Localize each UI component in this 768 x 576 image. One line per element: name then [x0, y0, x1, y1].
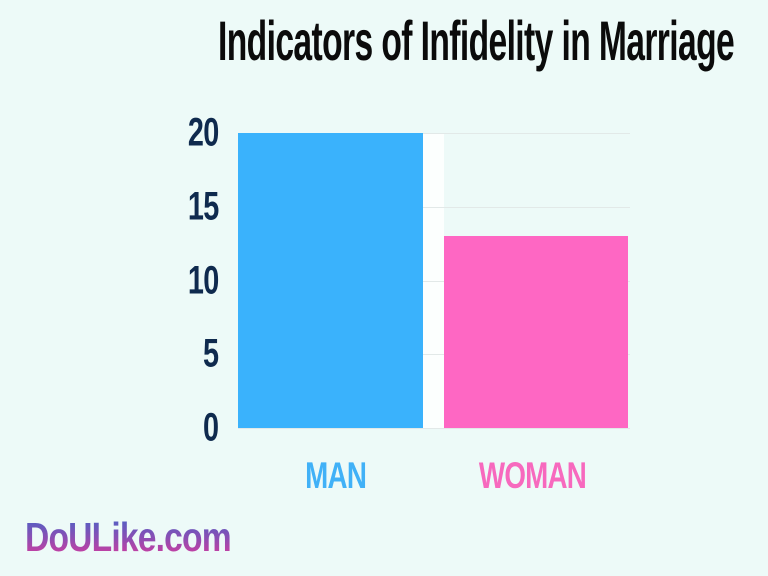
gridline-20 — [238, 133, 630, 134]
bar-woman — [444, 236, 628, 428]
x-axis: MAN WOMAN — [238, 455, 630, 497]
gridline-15 — [238, 206, 630, 208]
x-label-man: MAN — [305, 455, 368, 496]
gridline-10 — [238, 280, 630, 282]
y-axis: 20 15 10 5 0 — [0, 111, 219, 450]
x-label-woman: WOMAN — [478, 455, 586, 496]
y-axis-tick-label: 15 — [187, 184, 218, 229]
gridline-5 — [238, 354, 630, 356]
chart-title: Indicators of Infidelity in Marriage — [46, 8, 768, 73]
bar-man — [238, 133, 423, 428]
gridline-0 — [238, 428, 630, 429]
chart-title-text: Indicators of Infidelity in Marriage — [218, 9, 735, 72]
plot-area — [238, 133, 630, 429]
brand-logo: DoULike.com — [25, 514, 232, 560]
y-axis-tick-label: 20 — [187, 110, 218, 155]
y-axis-tick-label: 5 — [202, 331, 219, 376]
y-axis-tick-label: 10 — [187, 258, 218, 302]
y-axis-tick-label: 0 — [202, 405, 219, 450]
